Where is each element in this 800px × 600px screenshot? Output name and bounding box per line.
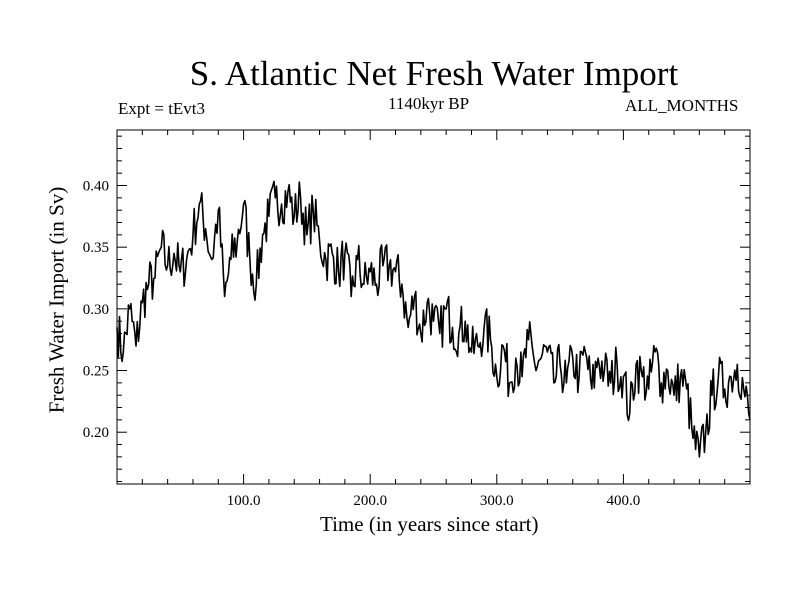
x-tick-label: 400.0 — [607, 493, 641, 509]
y-tick-label: 0.35 — [83, 240, 109, 256]
chart-title: S. Atlantic Net Fresh Water Import — [189, 54, 679, 93]
x-tick-label: 100.0 — [227, 493, 261, 509]
series-layer — [116, 180, 751, 458]
x-tick-label: 200.0 — [353, 493, 387, 509]
plot-frame — [116, 129, 751, 485]
y-tick-label: 0.20 — [83, 425, 109, 441]
x-tick-label: 300.0 — [480, 493, 514, 509]
series-line — [116, 180, 751, 458]
x-axis-label: Time (in years since start) — [320, 512, 539, 536]
chart-subtitle: 1140kyr BP — [388, 94, 470, 113]
y-tick-label: 0.25 — [83, 364, 109, 380]
y-tick-label: 0.40 — [83, 179, 109, 195]
y-tick-label: 0.30 — [83, 302, 109, 318]
experiment-label: Expt = tEvt3 — [118, 99, 206, 118]
axis-ticks: 100.0 200.0 300.0 400.0 0.20 0.25 0.30 0.35 0.40 — [83, 130, 750, 509]
period-label: ALL_MONTHS — [625, 96, 739, 115]
